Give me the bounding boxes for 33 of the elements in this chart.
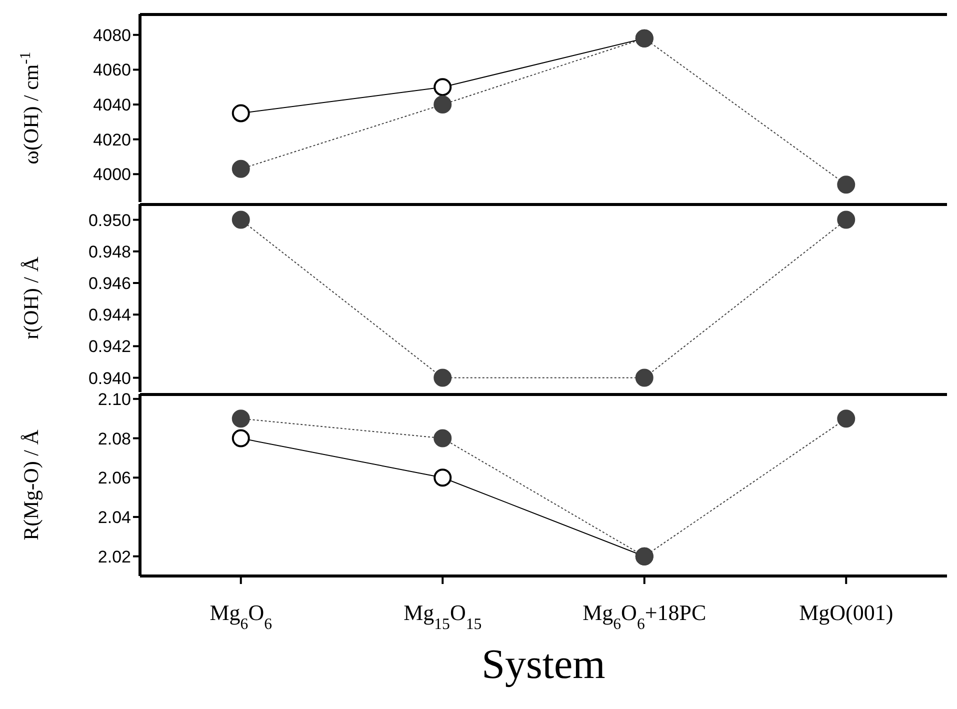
x-tick-label: Mg$_{15}$O$_{15}$ bbox=[404, 600, 482, 632]
y-tick-label: 4080 bbox=[93, 26, 131, 45]
y-tick-label: 4020 bbox=[93, 130, 131, 150]
y-tick-label: 0.948 bbox=[88, 242, 131, 262]
y-tick-label: 0.946 bbox=[88, 274, 131, 294]
y-tick-label: 2.08 bbox=[98, 429, 131, 448]
y-tick-label: 4000 bbox=[93, 165, 131, 184]
y-tick-label: 2.04 bbox=[98, 508, 131, 528]
y-tick-label: 0.950 bbox=[88, 210, 131, 230]
point bbox=[232, 410, 250, 428]
x-tick-label: Mg$_{6}$O$_{6}$ bbox=[210, 600, 272, 632]
y-tick-label: 4060 bbox=[93, 60, 131, 80]
y-tick-label: 0.942 bbox=[88, 337, 131, 356]
point bbox=[434, 429, 452, 448]
y-tick-label: 0.944 bbox=[88, 306, 131, 325]
point bbox=[232, 104, 250, 122]
point bbox=[837, 176, 856, 194]
point bbox=[434, 78, 452, 96]
y-axis-title: R(Mg-O) / Å bbox=[19, 428, 43, 540]
y-tick-label: 0.940 bbox=[88, 368, 131, 388]
point bbox=[837, 410, 856, 428]
y-tick-label: 2.06 bbox=[98, 468, 131, 488]
y-tick-label: 4040 bbox=[93, 96, 131, 115]
point bbox=[434, 96, 452, 114]
y-tick-label: 2.10 bbox=[98, 390, 131, 409]
point bbox=[232, 429, 250, 448]
x-tick-label: Mg$_{6}$O$_{6}$+18PC bbox=[582, 600, 706, 632]
point bbox=[232, 160, 250, 178]
x-axis-title: System bbox=[482, 642, 606, 688]
x-tick-label: MgO(001) bbox=[799, 600, 894, 625]
point bbox=[434, 468, 452, 487]
y-axis-title: r(OH) / Å bbox=[19, 256, 43, 340]
y-tick-label: 2.02 bbox=[98, 547, 131, 566]
